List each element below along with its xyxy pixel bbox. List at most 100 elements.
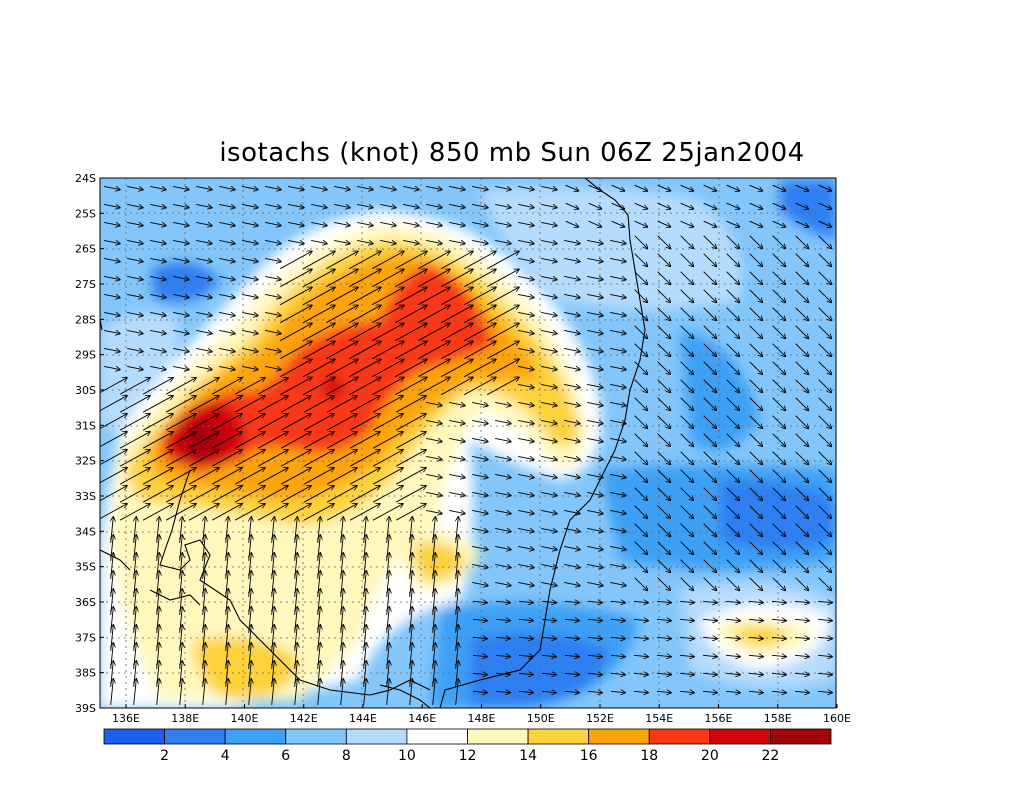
wind-arrow [726,487,740,501]
wind-arrow [702,619,717,620]
wind-arrow [303,305,335,324]
wind-arrow [610,527,626,531]
wind-arrow [280,323,312,342]
wind-arrow [656,637,671,638]
wind-arrow [726,559,740,573]
wind-arrow [634,220,648,227]
wind-arrow [426,455,442,459]
wind-arrow [703,451,717,465]
wind-arrow [587,239,603,243]
wind-arrow [426,437,442,441]
wind-arrow [611,202,625,209]
latitude-axis: 24S 25S 26S 27S 28S 29S 30S 31S 32S 33S 34S 35S 36S 3… [75,172,104,715]
wind-arrow [288,185,304,189]
wind-arrow [795,559,809,573]
wind-arrow [587,691,602,692]
wind-arrow [142,450,173,467]
wind-arrow [772,451,786,465]
wind-arrow [610,419,626,423]
wind-arrow [395,377,427,396]
wind-arrow [441,251,473,270]
wind-arrow [772,307,786,321]
wind-arrow [280,504,311,521]
wind-arrow [127,185,143,189]
wind-vector-field [100,184,832,705]
wind-arrow [318,679,321,705]
wind-arrow [748,601,763,602]
wind-arrow [441,323,473,342]
wind-arrow [211,468,242,485]
wind-arrow [565,184,579,191]
wind-arrow [418,305,450,324]
wind-arrow [441,341,473,360]
wind-arrow [495,419,511,423]
wind-arrow [587,655,602,656]
wind-arrow [772,379,786,393]
wind-arrow [487,287,519,306]
wind-arrow [634,397,648,411]
lat-tick-label: 24S [75,172,96,185]
wind-arrow [226,679,229,705]
wind-arrow [142,378,173,395]
wind-arrow [703,505,717,519]
wind-arrow [795,253,809,267]
wind-arrow [326,396,357,413]
wind-arrow [104,239,120,243]
wind-arrow [564,239,580,243]
wind-arrow [564,581,580,585]
wind-arrow [541,347,557,351]
wind-arrow [173,275,189,279]
wind-arrow [726,184,740,191]
wind-arrow [726,325,740,339]
wind-arrow [680,469,694,483]
wind-arrow [495,619,510,620]
wind-arrow [326,323,358,342]
wind-arrow [748,637,763,638]
wind-arrow [441,269,473,288]
wind-arrow [518,365,534,369]
wind-arrow [495,491,511,495]
wind-arrow [749,253,763,267]
wind-arrow [726,505,740,519]
wind-arrow [334,239,350,243]
wind-arrow [703,559,717,573]
wind-arrow [150,293,166,297]
lat-tick-label: 28S [75,313,96,326]
wind-arrow [680,202,694,209]
wind-arrow [518,637,533,638]
wind-arrow [219,365,235,369]
wind-arrow [357,185,373,189]
wind-arrow [372,468,403,485]
wind-arrow [771,673,786,674]
wind-arrow [564,329,580,333]
wind-arrow [326,305,358,324]
lat-tick-label: 31S [75,419,96,432]
wind-arrow [280,287,312,306]
wind-arrow [725,691,740,692]
wind-arrow [633,691,648,692]
wind-arrow [634,559,648,573]
wind-arrow [349,450,380,467]
wind-arrow [702,691,717,692]
wind-arrow [587,619,602,620]
wind-arrow [464,251,496,270]
wind-arrow [610,401,626,405]
wind-arrow [634,415,648,429]
wind-arrow [772,541,786,555]
wind-arrow [610,311,626,315]
wind-arrow [679,673,694,674]
colorbar-swatch [285,728,347,745]
wind-arrow [196,311,212,315]
wind-arrow [749,343,763,357]
wind-arrow [749,235,763,249]
colorbar-swatch [709,728,771,745]
wind-arrow [464,287,496,306]
wind-arrow [257,396,288,413]
wind-arrow [280,450,311,467]
wind-arrow [610,491,626,495]
wind-arrow [772,397,786,411]
wind-arrow [349,287,381,306]
wind-arrow [441,305,473,324]
wind-arrow [472,691,487,692]
wind-arrow [518,239,534,243]
